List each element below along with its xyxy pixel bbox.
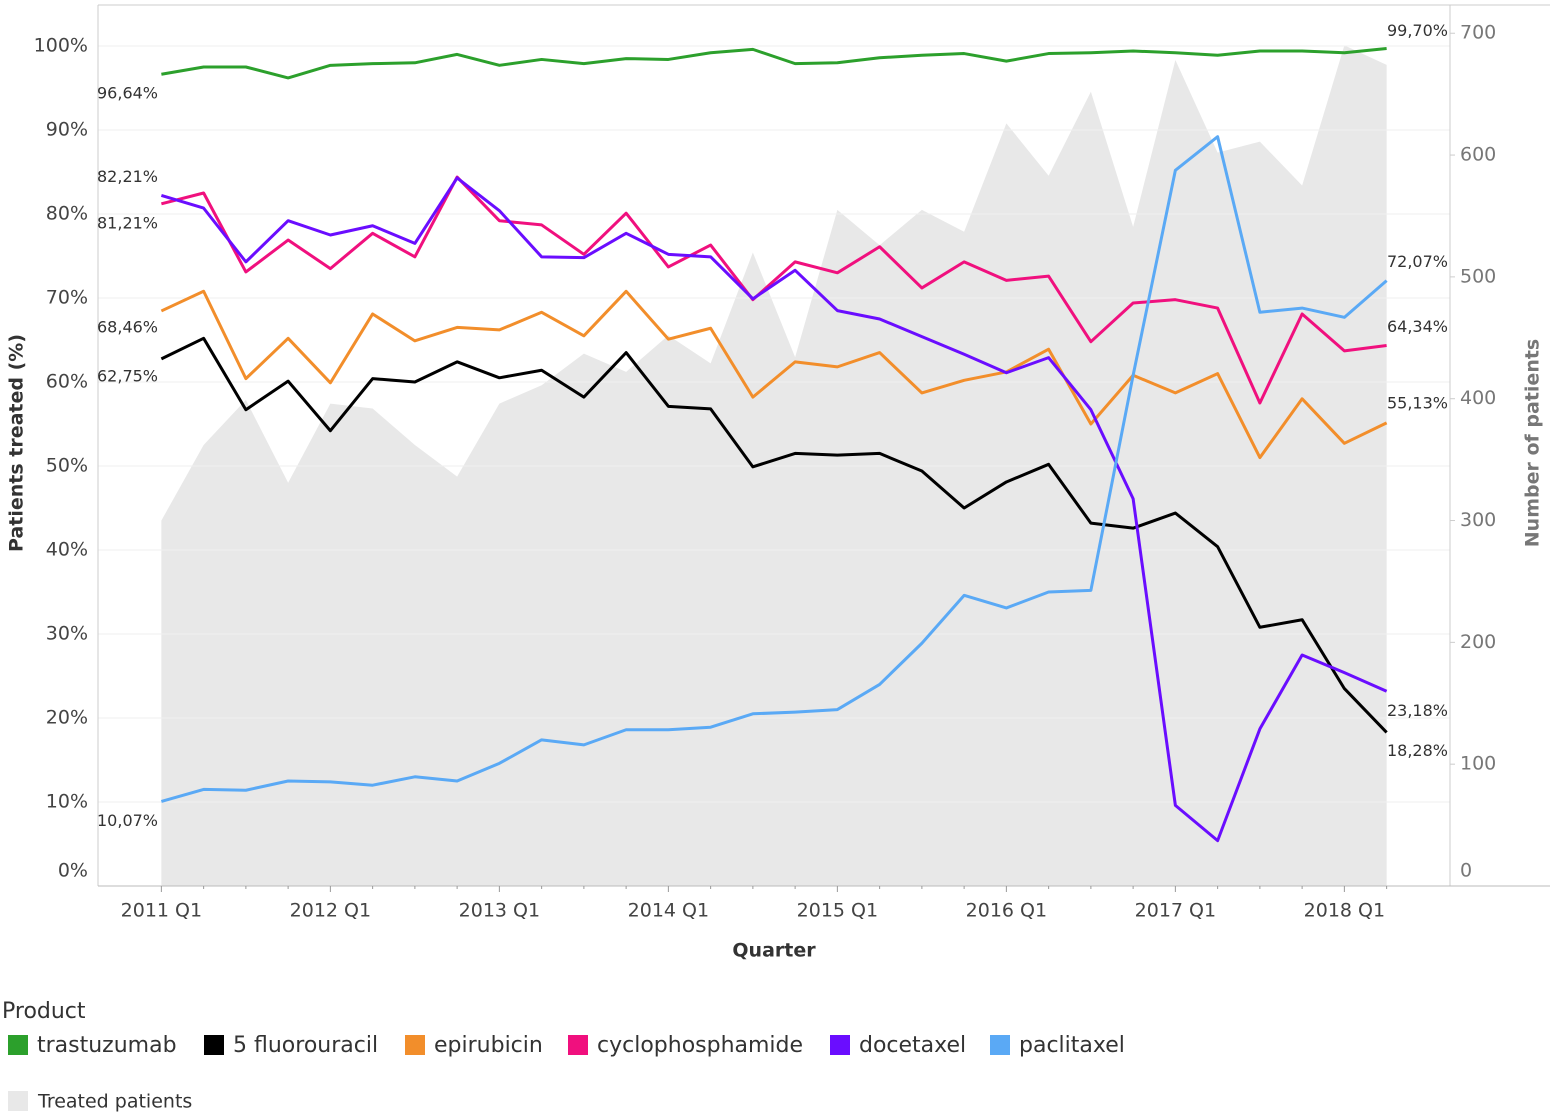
y-tick-label: 50% <box>46 455 88 477</box>
y2-tick-label: 600 <box>1460 144 1496 166</box>
legend-label: Treated patients <box>37 1091 192 1113</box>
y-axis-title: Patients treated (%) <box>6 334 28 552</box>
x-tick-label: 2012 Q1 <box>290 900 371 922</box>
value-label: 96,64% <box>97 84 158 103</box>
y-tick-label: 20% <box>46 707 88 729</box>
value-label: 81,21% <box>97 213 158 232</box>
legend-label: 5 fluorouracil <box>233 1033 378 1058</box>
y-tick-label: 80% <box>46 203 88 225</box>
legend-swatch <box>990 1035 1010 1055</box>
line <box>161 175 1387 405</box>
value-label: 55,13% <box>1387 393 1448 412</box>
value-label: 82,21% <box>97 167 158 186</box>
y2-tick-label: 100 <box>1460 753 1496 775</box>
y2-axis-title: Number of patients <box>1522 339 1544 547</box>
line <box>160 336 1388 734</box>
line <box>160 176 1388 843</box>
legend-swatch <box>830 1035 850 1055</box>
y-tick-label: 70% <box>46 287 88 309</box>
legend-label: trastuzumab <box>37 1033 177 1058</box>
y-tick-label: 10% <box>46 791 88 813</box>
value-label: 64,34% <box>1387 317 1448 336</box>
y2-tick-label: 500 <box>1460 265 1496 287</box>
value-label: 99,70% <box>1387 21 1448 40</box>
line <box>160 135 1388 803</box>
legend-label: cyclophosphamide <box>597 1033 803 1058</box>
value-label: 10,07% <box>97 811 158 830</box>
x-tick-label: 2013 Q1 <box>459 900 540 922</box>
legend-swatch <box>405 1035 425 1055</box>
x-axis-title: Quarter <box>732 940 816 962</box>
value-label: 62,75% <box>97 366 158 385</box>
x-tick-label: 2016 Q1 <box>966 900 1047 922</box>
legend-label: paclitaxel <box>1019 1033 1125 1058</box>
x-tick-label: 2015 Q1 <box>797 900 878 922</box>
y2-tick-label: 400 <box>1460 387 1496 409</box>
x-tick-label: 2018 Q1 <box>1304 900 1385 922</box>
legend-label: docetaxel <box>859 1033 966 1058</box>
y-tick-label: 100% <box>34 35 88 57</box>
y2-tick-label: 700 <box>1460 22 1496 44</box>
y2-tick-label: 300 <box>1460 509 1496 531</box>
y-tick-label: 40% <box>46 539 88 561</box>
x-tick-label: 2014 Q1 <box>628 900 709 922</box>
value-label: 23,18% <box>1387 701 1448 720</box>
legend-title: Product <box>2 999 86 1024</box>
y-tick-label: 60% <box>46 371 88 393</box>
line <box>160 289 1388 460</box>
y2-tick-label: 200 <box>1460 631 1496 653</box>
legend-swatch <box>204 1035 224 1055</box>
legend-swatch <box>8 1035 28 1055</box>
line <box>161 47 1387 80</box>
value-label: 72,07% <box>1387 252 1448 271</box>
y2-tick-label: 0 <box>1460 860 1472 882</box>
value-label: 68,46% <box>97 317 158 336</box>
x-tick-label: 2011 Q1 <box>121 900 202 922</box>
legend-swatch <box>568 1035 588 1055</box>
legend-label: epirubicin <box>434 1033 543 1058</box>
legend-swatch <box>8 1091 28 1111</box>
y-tick-label: 30% <box>46 623 88 645</box>
value-label: 18,28% <box>1387 741 1448 760</box>
y-tick-label: 90% <box>46 119 88 141</box>
y-tick-label: 0% <box>58 860 88 882</box>
x-tick-label: 2017 Q1 <box>1135 900 1216 922</box>
